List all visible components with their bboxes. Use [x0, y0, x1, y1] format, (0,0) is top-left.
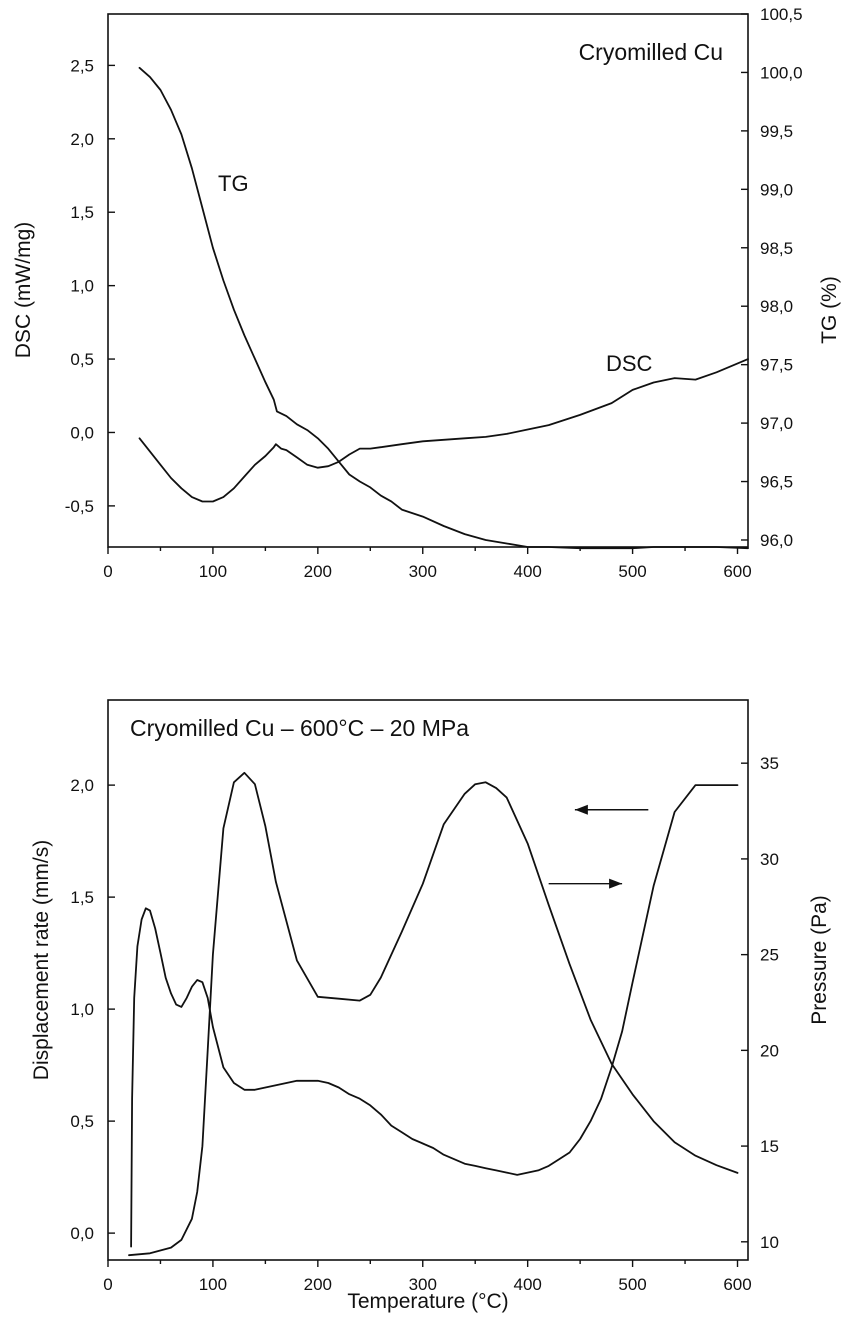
series-group — [138, 66, 749, 550]
axis-arrow-head — [609, 878, 623, 889]
y2-tick-label: 35 — [760, 754, 779, 773]
series-line-displacement-rate — [130, 784, 739, 1248]
plot-frame — [107, 699, 749, 1261]
x-tick-label: 200 — [304, 1275, 332, 1294]
y-tick-label: 2,0 — [70, 130, 94, 149]
y2-tick-label: 99,5 — [760, 122, 793, 141]
x-tick-label: 600 — [723, 1275, 751, 1294]
axis-arrows — [548, 804, 649, 889]
y2-tick-label: 20 — [760, 1041, 779, 1060]
y2-tick-label: 97,5 — [760, 356, 793, 375]
y-axis-left: -0,5 0,0 0,5 1,0 1,5 2,0 2,5 — [65, 56, 115, 516]
y2-tick-label: 97,0 — [760, 414, 793, 433]
x-tick-label: 100 — [199, 1275, 227, 1294]
y-axis-left: 0,0 0,5 1,0 1,5 2,0 — [70, 776, 115, 1243]
y-axis-right: 96,0 96,5 97,0 97,5 98,0 98,5 99,0 99,5 100,0 100… — [741, 5, 803, 550]
x-tick-label: 0 — [103, 562, 112, 581]
y-tick-label: 1,0 — [70, 277, 94, 296]
y2-tick-label: 100,5 — [760, 5, 803, 24]
y-tick-label: 1,0 — [70, 1000, 94, 1019]
annotation-tg: TG — [218, 171, 249, 196]
y2-tick-label: 98,5 — [760, 239, 793, 258]
y-tick-label: 0,5 — [70, 350, 94, 369]
y-tick-label: 1,5 — [70, 888, 94, 907]
plot-frame — [107, 13, 749, 548]
x-tick-label: 400 — [513, 562, 541, 581]
x-tick-label: 600 — [723, 562, 751, 581]
axis-arrow-head — [574, 804, 588, 815]
y2-tick-label: 96,0 — [760, 531, 793, 550]
y-tick-label: -0,5 — [65, 497, 94, 516]
y-axis-left-title: DSC (mW/mg) — [12, 222, 35, 358]
annotation-dsc: DSC — [606, 351, 653, 376]
y-tick-label: 0,5 — [70, 1112, 94, 1131]
x-tick-label: 300 — [409, 1275, 437, 1294]
y-axis-left-title: Displacement rate (mm/s) — [30, 840, 53, 1080]
x-tick-label: 0 — [103, 1275, 112, 1294]
y2-tick-label: 98,0 — [760, 297, 793, 316]
dsc-tg-chart: 0 100 200 300 400 500 600 -0,5 0,0 0,5 1,0 1,5 2,0 2… — [12, 5, 841, 581]
series-group — [128, 771, 739, 1257]
x-axis: 0 100 200 300 400 500 600 — [103, 1260, 752, 1294]
y2-tick-label: 10 — [760, 1233, 779, 1252]
y2-tick-label: 30 — [760, 850, 779, 869]
series-line-tg — [138, 66, 749, 550]
series-line-dsc — [138, 358, 749, 503]
y-axis-right: 10 15 20 25 30 35 — [741, 754, 779, 1252]
y2-tick-label: 99,0 — [760, 180, 793, 199]
x-axis-title: Temperature (°C) — [347, 1290, 508, 1313]
y-axis-right-title: Pressure (Pa) — [808, 895, 831, 1025]
y-tick-label: 1,5 — [70, 203, 94, 222]
y-tick-label: 0,0 — [70, 1224, 94, 1243]
x-axis: 0 100 200 300 400 500 600 — [103, 547, 752, 581]
y-tick-label: 2,0 — [70, 776, 94, 795]
x-tick-label: 500 — [618, 562, 646, 581]
y-tick-label: 0,0 — [70, 423, 94, 442]
chart-title: Cryomilled Cu — [579, 39, 723, 65]
chart-title: Cryomilled Cu – 600°C – 20 MPa — [130, 715, 469, 741]
x-tick-label: 300 — [409, 562, 437, 581]
x-tick-label: 100 — [199, 562, 227, 581]
x-tick-label: 500 — [618, 1275, 646, 1294]
displacement-pressure-chart: 0 100 200 300 400 500 600 0,0 0,5 1,0 1,5 2,0 10 15… — [30, 699, 831, 1313]
y2-tick-label: 25 — [760, 946, 779, 965]
y-axis-right-title: TG (%) — [818, 276, 841, 344]
x-tick-label: 200 — [304, 562, 332, 581]
y2-tick-label: 15 — [760, 1137, 779, 1156]
y-tick-label: 2,5 — [70, 56, 94, 75]
series-line-pressure — [128, 771, 739, 1257]
x-tick-label: 400 — [513, 1275, 541, 1294]
y2-tick-label: 96,5 — [760, 473, 793, 492]
y2-tick-label: 100,0 — [760, 63, 803, 82]
